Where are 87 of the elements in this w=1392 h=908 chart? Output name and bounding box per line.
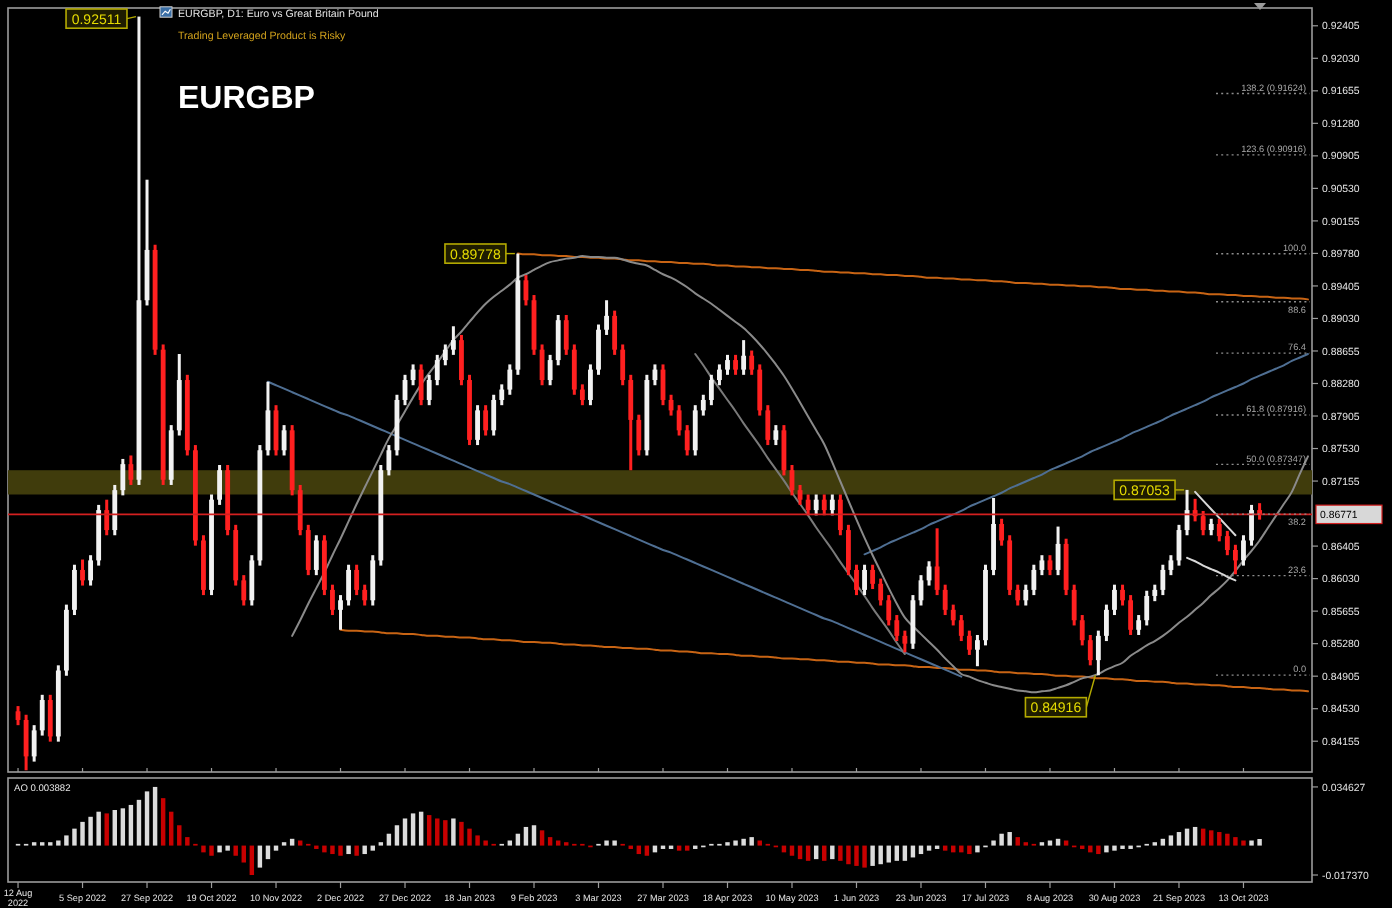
bar (410, 813, 416, 846)
bar (120, 808, 126, 846)
bar (475, 835, 480, 846)
bar (144, 791, 150, 846)
bar (483, 840, 488, 846)
bar (1055, 838, 1061, 846)
bar (354, 845, 359, 856)
bar (854, 845, 859, 866)
bar (999, 833, 1004, 846)
bar (1015, 837, 1020, 846)
bar (1249, 840, 1254, 846)
bar (338, 845, 343, 856)
bar (604, 840, 609, 846)
bar (1217, 832, 1222, 846)
bar (209, 845, 214, 856)
bar (846, 845, 851, 865)
bar (1257, 839, 1262, 846)
bar (64, 835, 69, 846)
bar (1088, 845, 1093, 853)
bar (233, 845, 238, 856)
bar (241, 845, 246, 863)
bar (217, 845, 222, 853)
bar (435, 818, 440, 846)
bar (870, 845, 875, 866)
bar (862, 845, 867, 868)
bar (394, 825, 400, 846)
bar (201, 845, 206, 853)
bar (531, 825, 537, 846)
bar (1225, 833, 1230, 846)
bar (991, 840, 996, 846)
bar (515, 833, 521, 846)
bar (386, 833, 392, 846)
bar (322, 845, 327, 853)
bar (838, 845, 843, 861)
bar (112, 810, 117, 846)
bar (177, 825, 182, 846)
bar (289, 838, 295, 846)
bar (418, 811, 424, 846)
bar (362, 845, 367, 855)
bar (886, 845, 891, 863)
bar (539, 830, 545, 846)
bar (1176, 832, 1182, 846)
bar (1209, 830, 1214, 846)
bar (1007, 832, 1012, 846)
bar (741, 838, 746, 846)
bar (459, 821, 464, 846)
bar (80, 821, 85, 846)
bar (749, 837, 754, 846)
bar (959, 845, 964, 853)
bar (1168, 835, 1174, 846)
bar (330, 845, 335, 855)
bar (402, 818, 408, 846)
bar (96, 811, 101, 846)
bar (1104, 845, 1109, 853)
bar (168, 811, 174, 846)
bar (1192, 826, 1198, 846)
bar (426, 815, 432, 846)
bar (467, 828, 472, 846)
bar (1112, 845, 1117, 851)
bar (830, 845, 835, 860)
bar (1233, 837, 1238, 846)
bar (878, 845, 883, 865)
bar (72, 828, 77, 846)
bar (1241, 840, 1246, 846)
bar (160, 798, 166, 846)
bar (152, 786, 158, 846)
bar (346, 845, 351, 855)
bar (185, 837, 190, 846)
bar (451, 818, 456, 846)
bar (975, 845, 980, 853)
bar (104, 813, 109, 846)
bar (88, 816, 93, 846)
bar (967, 845, 972, 855)
bar (523, 826, 529, 846)
bar (1160, 838, 1166, 846)
bar (612, 840, 617, 846)
bar (1184, 828, 1190, 846)
bar (136, 799, 142, 846)
bar (128, 804, 134, 846)
bar (733, 840, 738, 846)
bar (257, 845, 263, 868)
bar (443, 820, 448, 846)
bar (56, 840, 61, 846)
bar (1200, 828, 1206, 846)
bar (547, 837, 553, 846)
bar (1096, 845, 1101, 855)
bar (225, 845, 230, 851)
